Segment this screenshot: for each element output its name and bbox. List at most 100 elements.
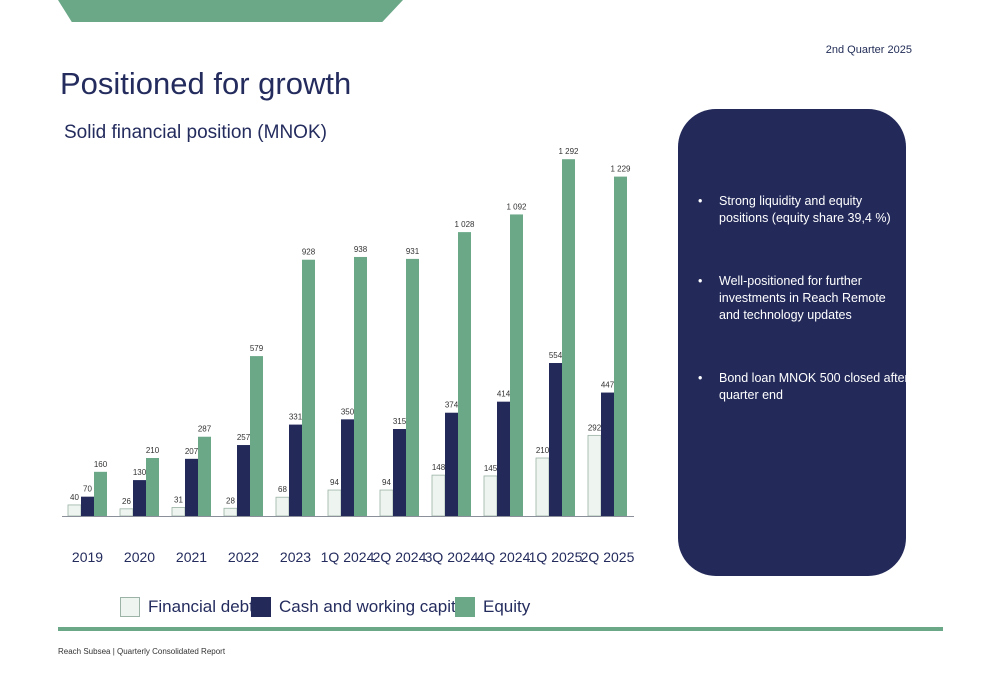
data-label: 40	[70, 493, 79, 502]
legend-label: Cash and working capital	[279, 597, 469, 616]
data-label: 1 028	[454, 220, 475, 229]
data-label: 1 092	[506, 202, 527, 211]
data-label: 160	[94, 460, 108, 469]
data-label: 28	[226, 496, 235, 505]
highlight-text: Well-positioned for further investments …	[719, 274, 886, 322]
legend-label: Financial debt	[148, 597, 254, 616]
data-label: 130	[133, 468, 147, 477]
data-label: 287	[198, 425, 212, 434]
data-label: 26	[122, 497, 131, 506]
bar-financial-debt	[587, 434, 602, 517]
bar-equity	[354, 256, 367, 516]
bar-equity	[94, 471, 107, 516]
bar-financial-debt	[379, 489, 394, 517]
bar-equity	[614, 176, 627, 516]
bar-financial-debt	[431, 474, 446, 517]
data-label: 94	[382, 478, 391, 487]
highlight-bullet-2: • Well-positioned for further investment…	[698, 273, 909, 324]
data-label: 94	[330, 478, 339, 487]
bar-financial-debt	[67, 504, 82, 517]
x-tick-label: 3Q 2024	[425, 549, 479, 565]
x-tick-label: 4Q 2024	[477, 549, 531, 565]
bar-equity	[562, 159, 575, 516]
top-accent-band	[58, 0, 403, 22]
quarter-label: 2nd Quarter 2025	[825, 44, 912, 56]
x-tick-label: 2Q 2024	[373, 549, 427, 565]
bar-financial-debt	[535, 457, 550, 517]
x-tick-label: 2023	[280, 549, 311, 565]
bar-cash-and-working-capital	[549, 363, 562, 516]
bar-equity	[198, 436, 211, 516]
data-label: 931	[406, 247, 420, 256]
bar-cash-and-working-capital	[81, 496, 94, 516]
bar-financial-debt	[171, 507, 186, 517]
page-title: Positioned for growth	[60, 66, 352, 101]
data-label: 68	[278, 485, 287, 494]
bar-equity	[146, 458, 159, 516]
data-label: 148	[432, 463, 446, 472]
x-tick-label: 2Q 2025	[581, 549, 635, 565]
bar-cash-and-working-capital	[445, 412, 458, 516]
legend-swatch	[455, 597, 475, 617]
bar-cash-and-working-capital	[289, 424, 302, 516]
bar-cash-and-working-capital	[497, 401, 510, 516]
data-label: 210	[536, 446, 550, 455]
bar-equity	[250, 356, 263, 516]
data-label: 331	[289, 413, 303, 422]
data-label: 292	[588, 423, 602, 432]
data-label: 350	[341, 407, 355, 416]
bar-cash-and-working-capital	[393, 429, 406, 516]
bar-financial-debt	[119, 508, 134, 517]
bar-cash-and-working-capital	[341, 419, 354, 516]
x-tick-label: 2020	[124, 549, 155, 565]
bullet-dot-icon: •	[698, 371, 703, 385]
bullet-dot-icon: •	[698, 274, 703, 288]
legend-label: Equity	[483, 597, 531, 616]
footer-text: Reach Subsea | Quarterly Consolidated Re…	[58, 647, 226, 656]
bar-equity	[458, 232, 471, 517]
highlights-panel: • Strong liquidity and equity positions …	[678, 109, 909, 576]
legend-swatch	[120, 597, 140, 617]
x-tick-label: 2022	[228, 549, 259, 565]
bar-financial-debt	[327, 489, 342, 517]
data-label: 928	[302, 248, 316, 257]
data-label: 414	[497, 390, 511, 399]
bar-cash-and-working-capital	[133, 480, 146, 516]
bar-financial-debt	[223, 507, 238, 517]
data-label: 257	[237, 433, 251, 442]
x-tick-label: 1Q 2025	[529, 549, 583, 565]
data-label: 210	[146, 446, 160, 455]
bar-equity	[510, 214, 523, 516]
bar-cash-and-working-capital	[601, 392, 614, 516]
legend-swatch	[251, 597, 271, 617]
legend-item-cash: Cash and working capital	[251, 595, 469, 619]
bar-equity	[302, 259, 315, 516]
data-label: 938	[354, 245, 368, 254]
bar-financial-debt	[483, 475, 498, 517]
highlight-bullet-3: • Bond loan MNOK 500 closed after quarte…	[698, 370, 909, 404]
highlight-bullet-1: • Strong liquidity and equity positions …	[698, 193, 909, 227]
x-tick-label: 1Q 2024	[321, 549, 375, 565]
data-label: 207	[185, 447, 199, 456]
data-label: 1 292	[558, 147, 579, 156]
data-label: 31	[174, 495, 183, 504]
x-tick-label: 2021	[176, 549, 207, 565]
data-label: 315	[393, 417, 407, 426]
data-label: 1 229	[610, 165, 631, 174]
data-label: 374	[445, 401, 459, 410]
bar-cash-and-working-capital	[237, 445, 250, 516]
bar-chart: 40 70 160 2019 26 130 210 2020 31 207 287 2021 28 257…	[62, 147, 635, 565]
data-label: 70	[83, 485, 92, 494]
highlight-text: Strong liquidity and equity positions (e…	[719, 194, 891, 225]
data-label: 447	[601, 381, 615, 390]
data-label: 145	[484, 464, 498, 473]
legend-item-equity: Equity	[455, 595, 530, 619]
footer-divider	[58, 627, 943, 631]
bar-financial-debt	[275, 496, 290, 517]
bar-equity	[406, 258, 419, 516]
data-label: 554	[549, 351, 563, 360]
bar-cash-and-working-capital	[185, 458, 198, 516]
x-tick-label: 2019	[72, 549, 103, 565]
bullet-dot-icon: •	[698, 194, 703, 208]
highlight-text: Bond loan MNOK 500 closed after quarter …	[719, 371, 909, 402]
